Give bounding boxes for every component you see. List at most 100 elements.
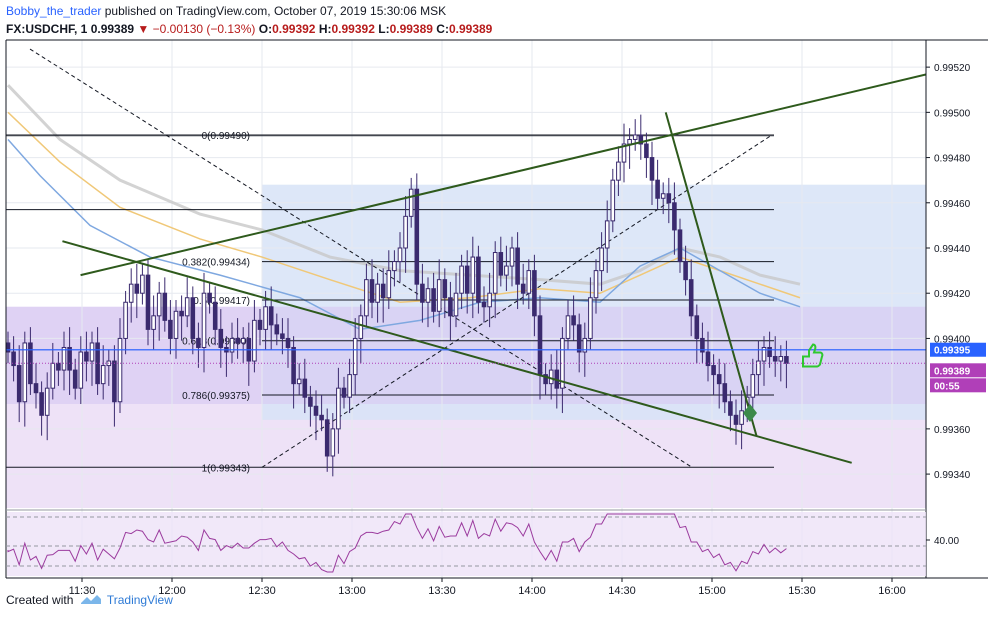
candle-body	[61, 346, 67, 371]
candle-body	[616, 161, 621, 181]
candle-body	[683, 261, 688, 281]
diamond-marker-icon	[743, 404, 757, 423]
time-tick-label: 14:30	[608, 585, 636, 597]
time-tick-label: 14:00	[518, 585, 546, 597]
candle-body	[448, 297, 453, 317]
candle-body	[464, 265, 470, 294]
candle-body	[436, 279, 442, 312]
candle-body	[470, 256, 476, 294]
publish-line: Bobby_the_trader published on TradingVie…	[6, 4, 446, 18]
fib-level-label: 0.786(0.99375)	[182, 391, 250, 402]
candle-body	[336, 387, 341, 430]
candle-body	[705, 351, 711, 367]
candle-body	[39, 392, 44, 416]
candle-body	[649, 157, 655, 181]
candle-body	[358, 315, 364, 339]
tradingview-logo-icon	[80, 593, 102, 608]
candle-body	[50, 362, 56, 389]
candle-body	[252, 319, 257, 362]
price-tick-label: 0.99460	[934, 199, 971, 210]
low-value: 0.99389	[389, 22, 433, 36]
candle-body	[341, 387, 347, 398]
candle-body	[201, 292, 207, 348]
candle-body	[330, 428, 336, 457]
candle-body	[268, 306, 274, 326]
price-tick-label: 0.99420	[934, 289, 971, 300]
tradingview-brand[interactable]: TradingView	[106, 593, 173, 607]
candle-body	[420, 283, 425, 303]
candle-body	[89, 342, 95, 362]
time-tick-label: 15:00	[698, 585, 726, 597]
time-tick-label: 13:30	[428, 585, 456, 597]
candle-body	[347, 374, 352, 398]
candle-body	[369, 279, 375, 303]
candle-body	[128, 283, 134, 303]
candle-body	[117, 337, 123, 403]
candle-body	[235, 337, 240, 344]
time-tick-label: 12:30	[248, 585, 276, 597]
candle-body	[352, 337, 358, 376]
fib-level-label: 1(0.99343)	[202, 463, 250, 474]
candle-body	[151, 315, 156, 330]
candle-body	[397, 247, 403, 263]
price-tick-label: 0.99480	[934, 154, 971, 165]
candle-body	[196, 337, 201, 348]
candle-body	[593, 270, 599, 299]
candle-body	[784, 356, 789, 364]
candle-body	[733, 414, 739, 425]
candle-body	[571, 315, 576, 326]
candle-body	[509, 247, 515, 267]
author-link[interactable]: Bobby_the_trader	[6, 4, 102, 18]
candle-body	[386, 270, 392, 299]
rsi-line	[7, 513, 787, 573]
candle-body	[610, 179, 616, 222]
footer: Created with TradingView	[6, 593, 173, 608]
dashed-diagonal-down	[29, 48, 693, 468]
candle-body	[700, 337, 705, 353]
candle-body	[291, 346, 296, 385]
low-label: L:	[378, 22, 390, 36]
candle-body	[112, 360, 117, 403]
open-value: 0.99392	[272, 22, 316, 36]
candle-body	[190, 297, 196, 339]
candle-body	[56, 362, 61, 371]
candle-body	[403, 215, 408, 249]
trendline-falling-support	[62, 240, 852, 464]
candle-body	[739, 410, 744, 425]
price-tick-label: 0.99400	[934, 334, 971, 345]
candle-body	[285, 337, 291, 348]
candle-body	[481, 301, 487, 308]
candle-body	[16, 365, 22, 403]
candle-body	[548, 369, 554, 385]
candle-body	[11, 351, 16, 367]
candle-body	[767, 346, 772, 358]
candle-body	[778, 356, 784, 362]
candle-body	[78, 351, 84, 389]
price-tick-label: 0.99360	[934, 425, 971, 436]
symbol-name[interactable]: FX:USDCHF, 1	[6, 22, 88, 36]
candle-body	[207, 292, 212, 303]
candle-body	[515, 247, 520, 285]
candle-body	[694, 315, 700, 339]
price-tick-label: 0.99500	[934, 108, 971, 119]
candle-body	[380, 283, 386, 299]
candle-body	[576, 324, 582, 353]
candle-body	[100, 365, 106, 385]
close-label: C:	[436, 22, 449, 36]
candle-body	[431, 288, 436, 312]
candle-body	[229, 337, 235, 353]
time-tick-label: 16:00	[878, 585, 906, 597]
symbol-line: FX:USDCHF, 1 0.99389 ▼ −0.00130 (−0.13%)…	[6, 22, 492, 36]
candle-body	[638, 134, 644, 145]
price-tick-label: 0.99440	[934, 244, 971, 255]
price-tag-label: 0.99395	[934, 346, 971, 357]
candle-body	[453, 292, 459, 317]
candle-body	[492, 252, 498, 294]
candle-body	[756, 360, 761, 376]
candle-body	[604, 220, 610, 249]
candle-body	[666, 193, 672, 204]
fib-level-label: 0.618(0.99399)	[182, 337, 250, 348]
fib-level-label: 0.5(0.99417)	[193, 296, 250, 307]
